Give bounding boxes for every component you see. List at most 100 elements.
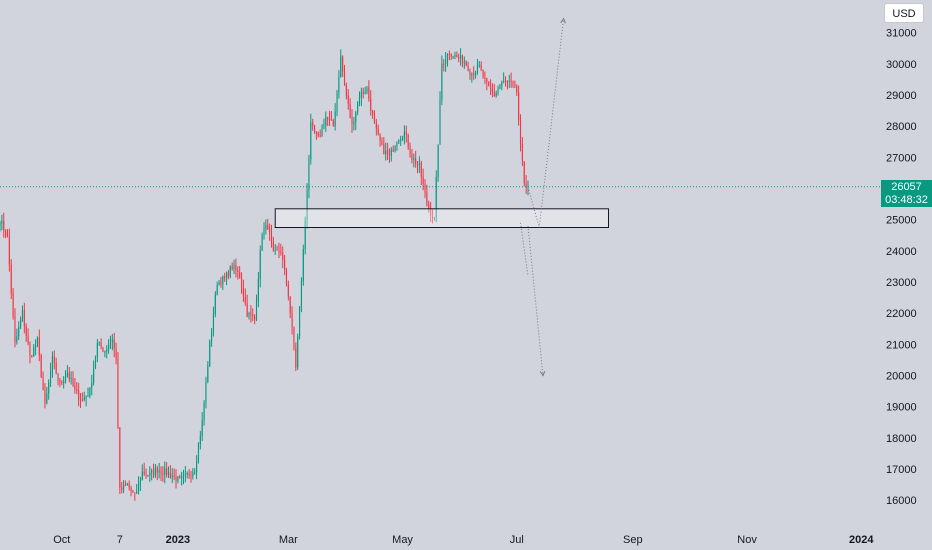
candle-body xyxy=(10,264,12,293)
candle-body xyxy=(93,368,95,384)
candle-body xyxy=(416,164,419,166)
candle-body xyxy=(300,281,303,307)
currency-button[interactable]: USD xyxy=(884,3,924,23)
candle-body xyxy=(252,314,254,317)
candle-body xyxy=(239,272,241,278)
candle-body xyxy=(145,474,147,476)
candle-body xyxy=(68,372,70,379)
candle-body xyxy=(235,264,237,271)
candle-body xyxy=(424,184,426,193)
candle-body xyxy=(274,249,276,251)
candle-body xyxy=(388,154,391,156)
candle-body xyxy=(351,117,353,125)
projection-arrowhead xyxy=(539,370,546,377)
candle-body xyxy=(212,314,215,331)
candle-body xyxy=(377,128,379,134)
candle-body xyxy=(81,399,83,401)
candle-body xyxy=(23,310,25,327)
y-tick-label: 21000 xyxy=(886,339,917,351)
candle-body xyxy=(342,56,344,72)
candle-body xyxy=(179,476,181,479)
candle-body xyxy=(476,65,479,73)
candle-body xyxy=(510,80,512,82)
candle-body xyxy=(188,473,190,476)
candle-body xyxy=(49,371,52,383)
candle-body xyxy=(126,483,128,486)
y-tick-label: 25000 xyxy=(886,215,917,227)
candle-body xyxy=(248,312,250,317)
candle-body xyxy=(439,99,441,145)
candle-body xyxy=(53,356,55,363)
candle-body xyxy=(366,87,368,93)
candle-body xyxy=(214,294,216,315)
candle-body xyxy=(89,387,91,396)
candle-body xyxy=(456,54,458,58)
candle-body xyxy=(504,80,507,82)
candle-body xyxy=(136,491,138,494)
candle-body xyxy=(407,135,409,148)
candle-body xyxy=(20,319,22,328)
candle-body xyxy=(181,476,183,479)
candle-body xyxy=(317,132,319,136)
candle-body xyxy=(353,122,355,125)
candle-body xyxy=(218,281,220,286)
candle-body xyxy=(134,492,136,494)
candle-body xyxy=(59,379,61,383)
candle-body xyxy=(370,98,372,111)
candle-body xyxy=(121,487,123,490)
candle-body xyxy=(250,312,252,315)
candle-body xyxy=(430,208,432,216)
candle-body xyxy=(124,484,127,486)
candle-body xyxy=(437,144,439,177)
x-tick-label: Nov xyxy=(737,534,757,546)
candle-body xyxy=(186,473,188,475)
candle-body xyxy=(175,476,177,482)
time-axis[interactable]: Oct 7 2023 Mar May Jul Sep Nov 2024 xyxy=(53,534,874,546)
candle-body xyxy=(31,355,33,357)
candle-body xyxy=(463,61,465,64)
candle-body xyxy=(209,341,211,366)
candle-body xyxy=(315,131,317,133)
candle-body xyxy=(431,215,434,218)
candle-body xyxy=(78,390,80,400)
candle-body xyxy=(338,77,340,93)
candle-body xyxy=(66,372,68,378)
candle-body xyxy=(91,383,93,388)
candle-body xyxy=(106,349,108,352)
candle-body xyxy=(396,142,398,147)
candle-body xyxy=(6,236,9,238)
candle-body xyxy=(79,399,82,401)
y-tick-label: 23000 xyxy=(886,277,917,289)
candle-body xyxy=(516,85,518,93)
candle-body xyxy=(270,232,273,242)
projection-path xyxy=(527,225,544,376)
candle-body xyxy=(21,310,24,320)
candle-body xyxy=(287,284,289,297)
candles-group xyxy=(0,48,529,501)
candle-body xyxy=(401,137,404,139)
candle-body xyxy=(327,116,329,119)
candle-body xyxy=(452,56,454,58)
candle-body xyxy=(323,125,325,127)
candle-body xyxy=(467,65,469,72)
candle-body xyxy=(465,61,467,66)
candle-body xyxy=(229,266,231,277)
candle-body xyxy=(167,472,170,476)
candle-body xyxy=(141,471,143,481)
candle-body xyxy=(450,54,452,57)
candle-body xyxy=(85,396,87,399)
y-tick-label: 22000 xyxy=(886,308,917,320)
candle-body xyxy=(33,347,35,357)
candle-body xyxy=(254,316,256,320)
candle-body xyxy=(182,475,185,477)
candle-body xyxy=(149,472,151,476)
x-tick-label: Jul xyxy=(510,534,524,546)
candle-body xyxy=(3,220,5,231)
candle-body xyxy=(227,272,229,277)
candle-body xyxy=(278,250,280,253)
candle-body xyxy=(495,92,497,97)
candle-body xyxy=(484,76,486,79)
candle-body xyxy=(263,228,265,236)
